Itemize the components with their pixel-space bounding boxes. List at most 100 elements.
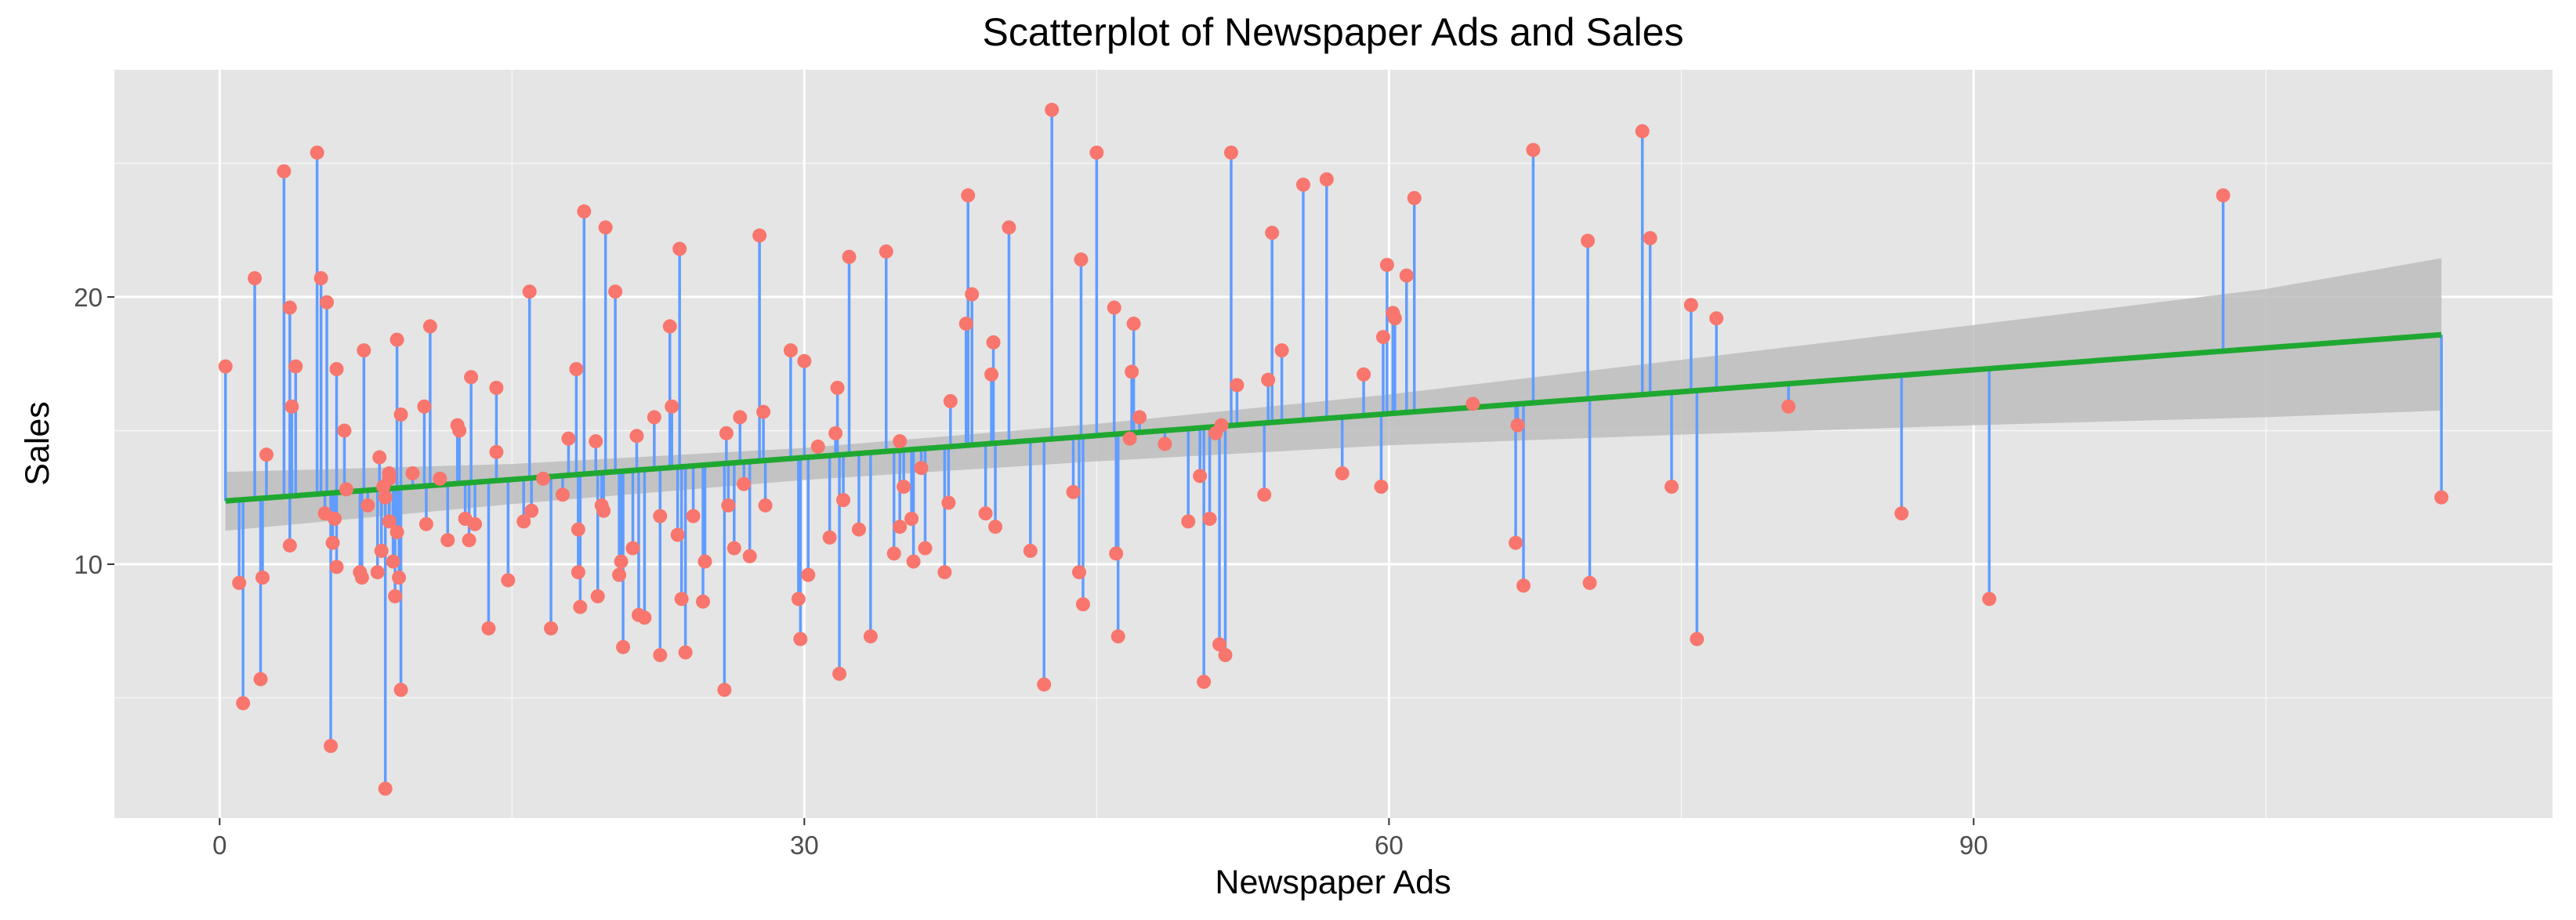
data-point [678, 645, 693, 660]
data-point [961, 188, 976, 203]
data-point [524, 503, 539, 518]
data-point [218, 359, 233, 374]
data-point [914, 461, 929, 476]
y-tick-label: 20 [74, 283, 103, 312]
data-point [612, 567, 627, 582]
data-point [417, 399, 432, 414]
data-point [614, 554, 629, 569]
data-point [686, 509, 701, 523]
data-point [1202, 512, 1217, 526]
data-point [1125, 364, 1139, 379]
data-point [248, 271, 263, 286]
data-point [1357, 367, 1371, 382]
data-point [822, 530, 837, 545]
data-point [1071, 565, 1086, 580]
data-point [284, 399, 299, 414]
data-point [378, 490, 393, 505]
data-point [259, 447, 274, 462]
data-point [851, 522, 866, 537]
data-point [1509, 535, 1523, 550]
data-point [1181, 514, 1196, 529]
data-point [418, 516, 433, 531]
data-point [672, 241, 687, 256]
data-point [637, 610, 652, 625]
x-tick-label: 30 [790, 831, 819, 860]
regression-line [225, 331, 2442, 504]
data-point [1635, 124, 1650, 139]
data-point [1212, 637, 1227, 652]
data-point [393, 683, 408, 697]
data-point [1466, 397, 1480, 411]
data-point [386, 554, 400, 569]
data-point [1002, 220, 1016, 235]
data-point [561, 431, 576, 446]
data-point [1193, 469, 1208, 484]
data-point [464, 370, 479, 385]
data-point [1109, 546, 1124, 561]
x-axis-title: Newspaper Ads [1215, 864, 1451, 901]
data-point [277, 164, 292, 179]
data-point [828, 426, 843, 440]
data-point [452, 423, 467, 438]
data-point [879, 244, 893, 259]
data-point [489, 444, 504, 459]
data-point [918, 541, 933, 556]
data-point [1074, 252, 1089, 267]
data-point [665, 399, 679, 414]
data-point [1690, 632, 1705, 647]
data-point [662, 319, 677, 334]
y-tick-label: 10 [74, 550, 103, 579]
data-point [886, 546, 901, 561]
data-point [1265, 226, 1280, 241]
data-point [965, 287, 980, 302]
data-point [569, 362, 584, 376]
data-point [832, 666, 847, 681]
data-point [1510, 418, 1525, 433]
data-point [756, 404, 771, 419]
data-point [943, 393, 958, 408]
data-point [742, 549, 757, 563]
data-point [737, 476, 752, 491]
data-point [842, 249, 857, 264]
x-axis-ticks: 0 30 60 90 [212, 818, 1988, 860]
data-point [1023, 543, 1038, 558]
data-point [653, 647, 668, 662]
data-point [752, 228, 767, 243]
data-point [328, 512, 342, 526]
data-point [282, 300, 297, 315]
data-point [598, 220, 613, 235]
data-point [797, 353, 812, 368]
data-point [674, 592, 689, 607]
data-point [1158, 436, 1172, 451]
data-point [255, 570, 270, 585]
data-point [893, 520, 908, 534]
data-point [1319, 172, 1334, 187]
data-point [1781, 399, 1796, 414]
data-point [489, 380, 504, 395]
data-point [697, 554, 712, 569]
data-point [440, 533, 455, 548]
data-point [1375, 330, 1390, 345]
data-point [372, 450, 387, 465]
data-point [2434, 490, 2449, 505]
data-point [984, 367, 999, 382]
data-point [758, 498, 773, 513]
data-point [382, 471, 397, 486]
data-point [313, 271, 328, 286]
data-point [1295, 177, 1310, 192]
data-point [904, 512, 919, 526]
data-point [1122, 431, 1137, 446]
data-point [536, 471, 551, 486]
data-point [941, 495, 956, 510]
data-point [1581, 234, 1596, 248]
data-point [1132, 410, 1147, 425]
data-point [906, 554, 921, 569]
data-point [571, 565, 585, 580]
data-point [433, 471, 447, 486]
data-point [253, 672, 268, 686]
data-point [573, 599, 588, 614]
data-point [1197, 675, 1212, 690]
data-point [978, 506, 993, 521]
data-point [719, 426, 734, 440]
